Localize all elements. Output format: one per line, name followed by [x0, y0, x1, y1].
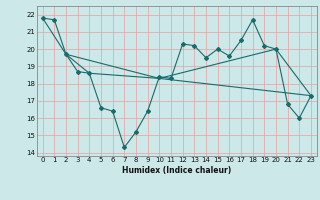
X-axis label: Humidex (Indice chaleur): Humidex (Indice chaleur)	[122, 166, 231, 175]
